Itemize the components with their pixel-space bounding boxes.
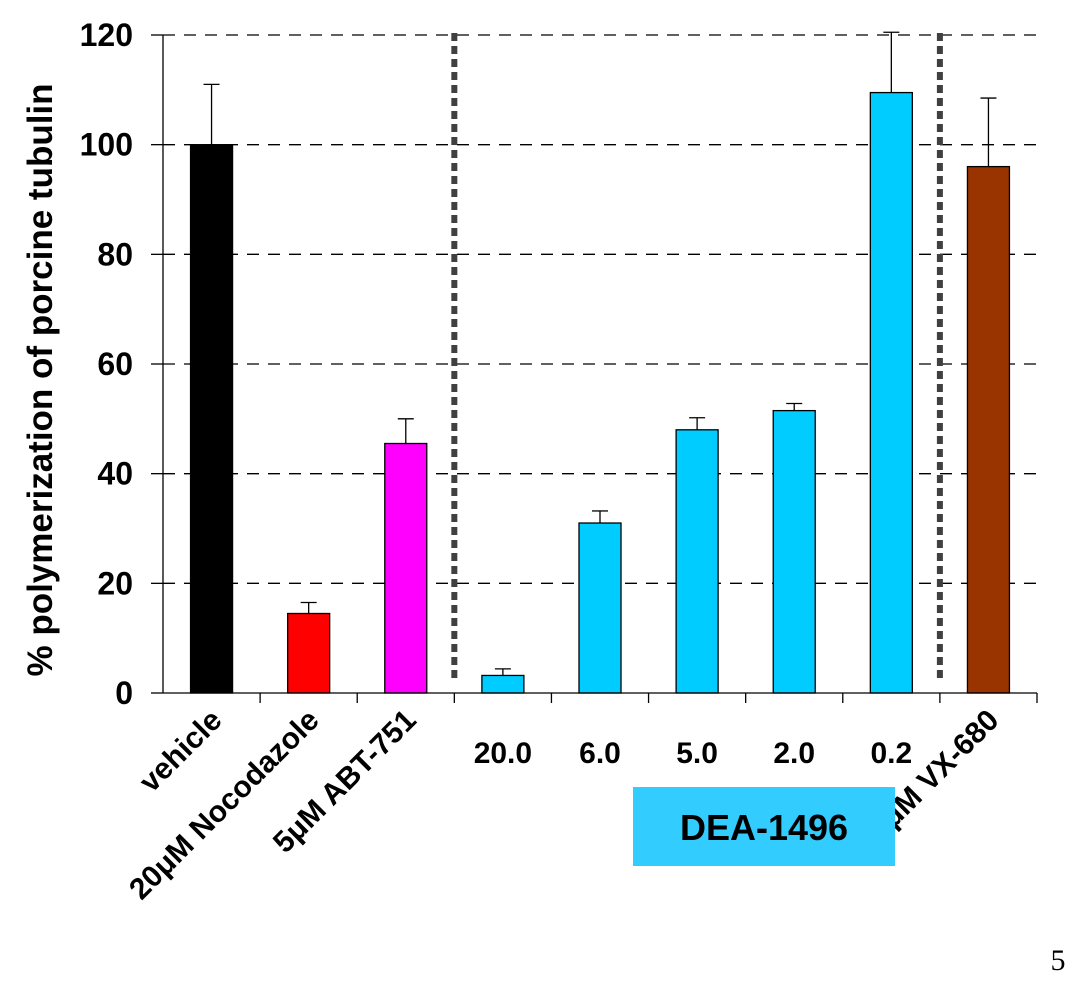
y-tick-label: 0 [115,675,133,711]
y-tick-label: 40 [97,456,133,492]
bar [189,144,234,694]
y-tick-label: 100 [80,127,133,163]
bar [578,522,622,694]
x-tick-label: 2.0 [773,737,815,770]
x-tick-label: 20μM Nocodazole [123,704,326,907]
y-tick-label: 60 [97,346,133,382]
y-tick-label: 80 [97,236,133,272]
group-label: DEA-1496 [680,807,848,848]
group-label-box [633,787,895,866]
error-bars [203,31,997,676]
bar [869,91,913,694]
bar [287,612,331,694]
x-tick-label: 5.0 [676,737,718,770]
group-separators [451,33,943,683]
y-axis-label: % polymerization of porcine tubulin [21,83,60,676]
y-tick-label: 120 [80,17,133,53]
bar [675,429,719,694]
x-tick-label: vehicle [133,704,228,799]
x-tick-label: 6.0 [579,737,621,770]
bar [772,409,816,694]
y-tick-label: 20 [97,565,133,601]
x-tick-label: 20.0 [474,737,532,770]
bar [481,674,525,694]
axes [151,34,1038,703]
bar [384,442,428,694]
x-tick-label: 0.2 [870,737,912,770]
y-tick-labels: 0 20 40 60 80 100 120 [80,17,133,711]
page-number: 5 [1051,944,1066,977]
bars [189,91,1011,694]
bar [966,165,1011,694]
